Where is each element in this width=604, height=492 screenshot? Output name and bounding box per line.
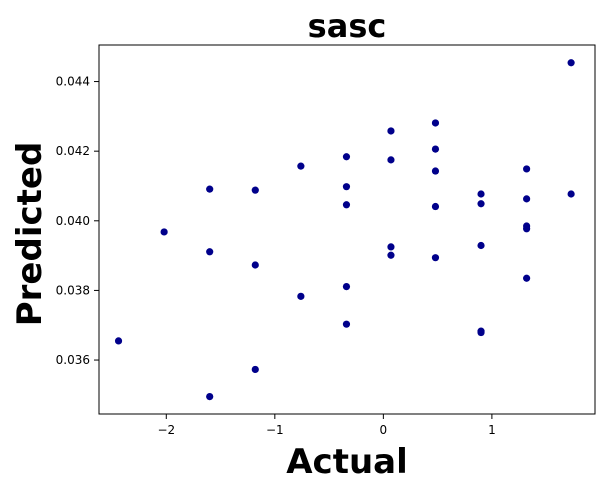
- data-point: [297, 162, 305, 170]
- data-point: [567, 190, 575, 198]
- data-point: [160, 228, 168, 236]
- data-point: [251, 261, 259, 269]
- data-point: [342, 153, 351, 161]
- data-point: [477, 328, 485, 337]
- data-point: [523, 274, 531, 282]
- data-point: [206, 392, 214, 401]
- y-tick-label: 0.040: [56, 214, 90, 228]
- y-tick-label: 0.036: [56, 353, 90, 367]
- data-point: [523, 165, 531, 173]
- plot-frame: [98, 44, 596, 415]
- chart-title: sasc: [308, 7, 387, 45]
- data-point: [251, 365, 259, 374]
- y-tick-label: 0.038: [56, 283, 90, 297]
- y-axis-label: Predicted: [10, 142, 50, 327]
- data-point: [431, 167, 440, 175]
- data-point: [431, 202, 440, 211]
- data-point: [387, 127, 395, 135]
- data-point: [387, 251, 395, 259]
- data-point: [342, 201, 351, 209]
- x-tick-label: 1: [488, 423, 496, 437]
- data-point: [342, 282, 351, 291]
- data-point: [523, 225, 531, 233]
- data-point: [297, 292, 305, 300]
- data-point: [523, 195, 531, 203]
- y-axis: 0.036 0.038 0.040 0.042 0.044: [56, 75, 99, 367]
- x-tick-label: −2: [157, 423, 175, 437]
- data-point: [431, 145, 440, 153]
- y-tick-label: 0.042: [56, 144, 90, 158]
- data-point: [206, 248, 214, 256]
- x-tick-label: −1: [266, 423, 284, 437]
- data-point: [567, 59, 575, 67]
- data-point: [114, 337, 123, 345]
- data-point: [342, 183, 351, 191]
- data-point: [387, 243, 395, 251]
- data-point: [251, 186, 259, 194]
- y-tick-label: 0.044: [56, 75, 90, 89]
- data-point: [431, 254, 440, 262]
- data-point: [477, 200, 485, 208]
- x-axis: −2 −1 0 1: [157, 414, 496, 437]
- x-tick-label: 0: [380, 423, 388, 437]
- data-point: [477, 190, 485, 198]
- x-axis-label: Actual: [286, 442, 408, 482]
- data-point: [387, 156, 395, 164]
- plot-area: [98, 44, 596, 415]
- data-point: [477, 241, 485, 250]
- points-layer: [114, 59, 575, 401]
- data-point: [342, 320, 351, 328]
- data-point: [206, 185, 214, 193]
- data-point: [431, 119, 440, 127]
